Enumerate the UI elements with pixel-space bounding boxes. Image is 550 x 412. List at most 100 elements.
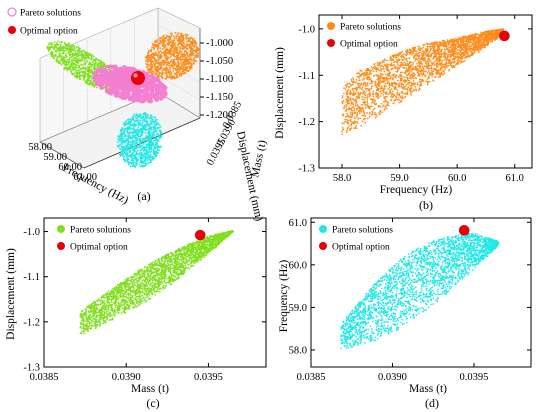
- cloud-point: [178, 74, 181, 77]
- cloud-point: [91, 54, 93, 56]
- cloud-point: [59, 52, 61, 55]
- pareto-point: [377, 92, 380, 95]
- cloud-point: [139, 113, 142, 115]
- pareto-point: [378, 80, 380, 83]
- cloud-point: [169, 55, 172, 58]
- cloud-point: [83, 70, 86, 73]
- cloud-point: [127, 163, 130, 166]
- cloud-point: [122, 78, 128, 83]
- cloud-point: [189, 62, 191, 65]
- cloud-point: [190, 37, 193, 39]
- cloud-point: [146, 156, 148, 158]
- cloud-point: [62, 47, 65, 50]
- cloud-point: [192, 49, 195, 52]
- cloud-point: [176, 69, 179, 72]
- cloud-point: [175, 76, 178, 79]
- cloud-point: [194, 49, 197, 52]
- cloud-point: [114, 84, 119, 90]
- cloud-point: [92, 60, 95, 62]
- cloud-point: [147, 49, 150, 52]
- cloud-point: [147, 123, 150, 126]
- cloud-point: [161, 64, 163, 67]
- cloud-point: [181, 72, 184, 75]
- cloud-point: [116, 91, 120, 95]
- displacement-tick-label: -1.100: [206, 74, 233, 85]
- cloud-point: [188, 43, 191, 46]
- cloud-point: [137, 121, 140, 124]
- cloud-point: [165, 61, 168, 64]
- cloud-point: [166, 55, 169, 58]
- cloud-point: [149, 68, 152, 71]
- cloud-point: [160, 145, 162, 148]
- cloud-point: [153, 139, 155, 142]
- cloud-point: [71, 44, 74, 47]
- cloud-point: [78, 57, 80, 60]
- cloud-point: [169, 37, 171, 40]
- panel-a-legend: Pareto solutions Optimal option: [7, 7, 81, 37]
- cloud-point: [156, 133, 159, 136]
- cloud-point: [117, 145, 119, 148]
- cloud-point: [75, 64, 78, 67]
- cloud-point: [151, 157, 154, 160]
- cloud-point: [64, 56, 66, 58]
- cloud-point: [181, 52, 184, 55]
- cloud-point: [154, 69, 157, 71]
- pareto-point: [361, 95, 363, 98]
- cloud-point: [149, 120, 152, 122]
- cloud-point: [58, 46, 60, 49]
- cloud-point: [139, 156, 142, 159]
- cloud-point: [193, 45, 196, 48]
- cloud-point: [149, 127, 152, 130]
- cloud-point: [56, 56, 59, 59]
- cloud-point: [152, 44, 155, 46]
- displacement-tick-label: -1.050: [206, 56, 233, 67]
- cloud-point: [185, 47, 188, 50]
- cloud-point: [168, 42, 171, 45]
- cloud-point: [181, 55, 184, 58]
- cloud-point: [177, 68, 180, 70]
- cloud-point: [185, 38, 188, 40]
- cloud-point: [159, 37, 162, 39]
- cloud-point: [78, 75, 81, 78]
- cloud-point: [81, 56, 84, 59]
- pareto-point: [428, 43, 431, 45]
- cloud-point: [82, 68, 85, 70]
- legend-optimal-label-a: Optimal option: [20, 27, 78, 37]
- cloud-point: [146, 114, 148, 116]
- cloud-point: [107, 77, 112, 82]
- cloud-point: [47, 44, 50, 46]
- cloud-point: [189, 53, 191, 56]
- cloud-point: [154, 58, 156, 61]
- cloud-point: [120, 145, 123, 148]
- pareto-point: [422, 46, 424, 49]
- cloud-point: [172, 75, 175, 78]
- cloud-point: [154, 123, 157, 126]
- cloud-point: [138, 133, 140, 136]
- cloud-point: [187, 62, 190, 65]
- cloud-point: [157, 52, 160, 55]
- cloud-point: [73, 74, 76, 77]
- cloud-point: [111, 73, 116, 78]
- cloud-point: [144, 159, 147, 162]
- cloud-point: [155, 136, 157, 139]
- cloud-point: [150, 53, 153, 56]
- cloud-point: [181, 41, 184, 44]
- cloud-point: [128, 155, 131, 157]
- cloud-point: [66, 45, 69, 47]
- pareto-point: [385, 64, 387, 67]
- cloud-point: [186, 40, 188, 43]
- cloud-point: [127, 142, 130, 145]
- cloud-point: [142, 113, 145, 116]
- cloud-point: [162, 62, 165, 64]
- cloud-point: [85, 69, 87, 71]
- cloud-point: [162, 45, 165, 47]
- cloud-point: [184, 54, 187, 57]
- cloud-point: [123, 129, 126, 132]
- cloud-point: [136, 129, 139, 132]
- cloud-point: [170, 72, 173, 74]
- pareto-point: [479, 48, 482, 51]
- pareto-point: [427, 70, 430, 72]
- cloud-point: [191, 51, 194, 54]
- pareto-point: [352, 77, 354, 79]
